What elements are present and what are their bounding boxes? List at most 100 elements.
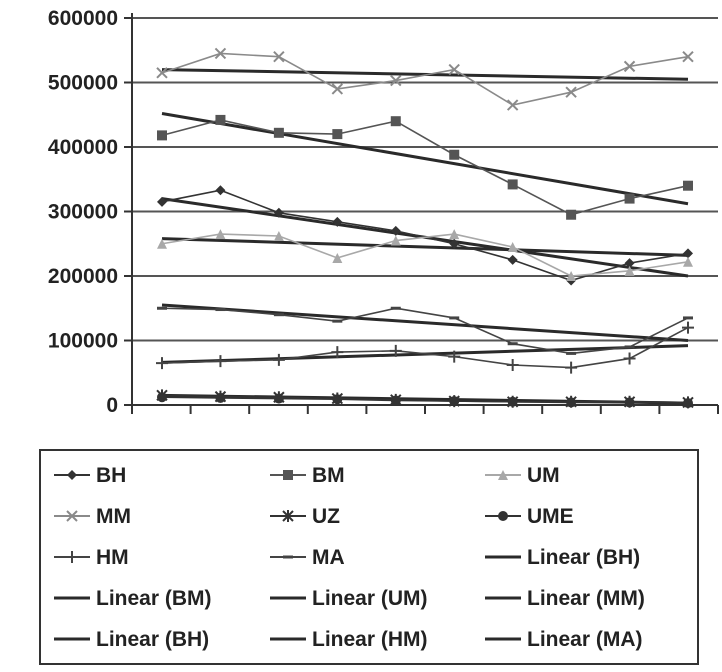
- data-point-bh: [332, 216, 343, 227]
- y-tick-label: 200000: [48, 265, 118, 288]
- data-point-bm: [683, 180, 693, 191]
- legend-label: Linear (BM): [96, 587, 212, 610]
- data-point-ume: [624, 397, 635, 408]
- legend: BH BM UM MM UZ UME HM MA Linear (BH) Linear (BM) L…: [39, 449, 699, 665]
- data-point-um: [390, 235, 401, 246]
- data-point-um: [683, 256, 693, 267]
- legend-label: UME: [527, 505, 574, 528]
- trendline-linear-ma: [161, 303, 689, 342]
- data-point-bm: [273, 127, 284, 138]
- data-point-um: [273, 231, 284, 242]
- data-point-hm: [448, 350, 461, 363]
- legend-label: Linear (BH): [96, 628, 209, 651]
- data-point-mm: [565, 86, 577, 98]
- axes: 0 100000 200000 300000 400000 500000 600000: [48, 7, 719, 417]
- legend-marker: [66, 551, 78, 563]
- gridlines: [132, 17, 718, 342]
- legend-marker: [498, 470, 508, 480]
- data-point-mm: [390, 74, 402, 87]
- legend-item: BM: [270, 464, 345, 487]
- data-point-ume: [683, 398, 693, 409]
- series-line-hm: [161, 326, 689, 369]
- series-ma: [157, 306, 693, 355]
- data-point-bm: [215, 114, 226, 125]
- data-point-hm: [623, 352, 636, 365]
- y-tick-label: 600000: [48, 7, 118, 30]
- data-point-ume: [273, 393, 284, 404]
- legend-item: Linear (HM): [270, 628, 428, 651]
- series-hm: [156, 321, 694, 374]
- data-point-ume: [215, 392, 226, 403]
- legend-label: HM: [96, 546, 129, 569]
- y-tick-label: 400000: [48, 136, 118, 159]
- data-point-bm: [449, 149, 460, 160]
- legend-label: MA: [312, 546, 345, 569]
- data-point-bh: [215, 185, 226, 196]
- y-tick-label: 100000: [48, 330, 118, 353]
- legend-marker: [66, 510, 78, 522]
- data-point-mm: [682, 50, 694, 63]
- legend-marker: [282, 510, 294, 522]
- data-point-bh: [683, 248, 693, 259]
- series-line-um: [161, 233, 689, 277]
- series-um: [157, 229, 693, 281]
- y-tick-label: 0: [106, 394, 118, 417]
- series-line-ume: [161, 396, 689, 404]
- data-point-bh: [507, 254, 518, 265]
- legend-item: BH: [54, 464, 126, 487]
- data-point-bm: [507, 179, 518, 190]
- series-line-mm: [161, 52, 689, 106]
- data-point-hm: [214, 355, 227, 368]
- data-point-ume: [507, 396, 518, 407]
- data-point-ume: [390, 395, 401, 406]
- data-point-hm: [331, 346, 344, 359]
- legend-item: MM: [54, 505, 131, 528]
- data-point-um: [507, 241, 518, 252]
- data-point-um: [624, 265, 635, 276]
- legend-label: Linear (MM): [527, 587, 645, 610]
- data-point-um: [449, 229, 460, 240]
- data-point-hm: [389, 344, 402, 357]
- data-point-ume: [449, 396, 460, 407]
- legend-label: BM: [312, 464, 345, 487]
- data-point-bh: [449, 238, 460, 249]
- data-point-ume: [332, 394, 343, 405]
- data-point-bh: [390, 225, 401, 236]
- data-point-um: [157, 238, 167, 249]
- legend-label: Linear (HM): [312, 628, 428, 651]
- legend-marker: [67, 470, 77, 480]
- data-point-mm: [156, 67, 168, 79]
- data-point-hm: [565, 361, 578, 374]
- legend-label: BH: [96, 464, 126, 487]
- legend-item: Linear (UM): [270, 587, 428, 610]
- data-point-bm: [566, 209, 577, 220]
- legend-label: Linear (UM): [312, 587, 428, 610]
- data-point-hm: [682, 321, 694, 334]
- data-point-um: [215, 229, 226, 240]
- data-point-mm: [506, 99, 519, 111]
- legend-item: UM: [485, 464, 560, 487]
- legend-item: Linear (MM): [485, 587, 645, 610]
- y-tick-label: 500000: [48, 72, 118, 95]
- series-bm: [157, 114, 693, 220]
- y-tick-label: 300000: [48, 201, 118, 224]
- legend-item: Linear (BH): [485, 546, 640, 569]
- data-point-hm: [506, 359, 519, 372]
- legend-label: Linear (MA): [527, 628, 643, 651]
- data-point-mm: [623, 60, 636, 73]
- data-point-bh: [157, 196, 167, 207]
- data-point-um: [566, 271, 577, 281]
- data-point-bm: [390, 116, 401, 127]
- series-mm: [156, 47, 694, 111]
- series-line-bm: [161, 119, 689, 216]
- trendline-linear-um: [161, 237, 689, 257]
- data-point-ume: [566, 397, 577, 408]
- data-point-bm: [332, 129, 343, 140]
- legend-item: MA: [270, 546, 345, 569]
- legend-item: UME: [485, 505, 574, 528]
- data-point-hm: [156, 357, 168, 370]
- series-line-ma: [161, 307, 689, 355]
- data-point-bm: [624, 193, 635, 204]
- data-point-um: [332, 252, 343, 263]
